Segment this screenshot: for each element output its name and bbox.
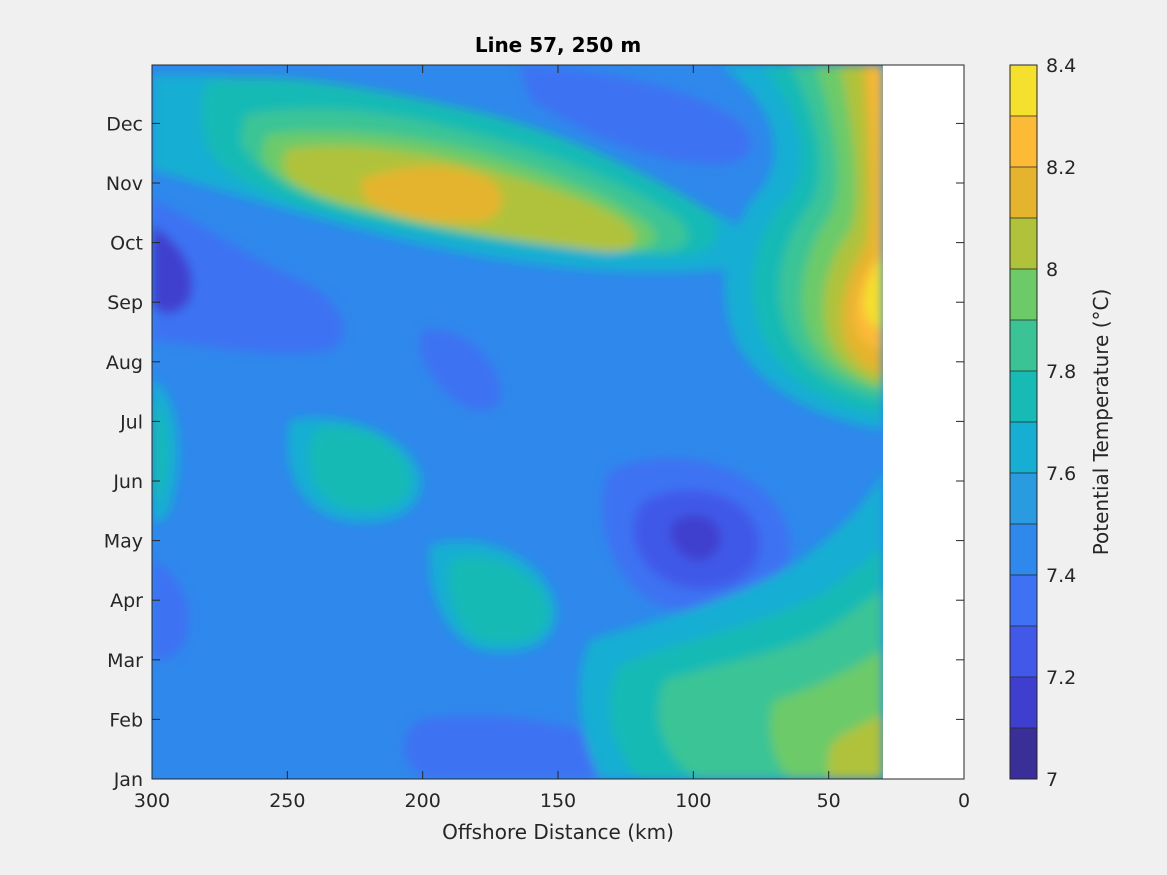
x-axis: 300 250 200 150 100 50 0 [134, 65, 970, 812]
contour-band [827, 715, 883, 779]
x-tick-label: 300 [134, 790, 170, 812]
contour-band [419, 329, 501, 411]
colorbar-tick-label: 8 [1046, 259, 1058, 281]
colorbar-segment [1010, 371, 1037, 423]
contour-band [863, 255, 883, 330]
y-tick-label: Nov [106, 173, 143, 195]
chart-title: Line 57, 250 m [475, 33, 641, 57]
contour-band [670, 514, 721, 561]
contour-band [360, 166, 503, 223]
colorbar-tick-label: 7.4 [1046, 565, 1076, 587]
x-tick-label: 100 [675, 790, 711, 812]
contour-band [152, 200, 344, 354]
colorbar: 7 7.2 7.4 7.6 7.8 8 8.2 8.4 [1009, 55, 1076, 791]
x-tick-label: 200 [405, 790, 441, 812]
y-tick-label: Feb [109, 709, 143, 731]
contour-band [309, 427, 411, 511]
colorbar-segment [1010, 116, 1037, 168]
colorbar-frame [1009, 64, 1038, 780]
colorbar-tick-label: 7.2 [1046, 667, 1076, 689]
y-tick-label: May [104, 531, 143, 553]
colorbar-tick-label: 8.2 [1046, 157, 1076, 179]
x-axis-label: Offshore Distance (km) [442, 820, 674, 844]
colorbar-segment [1010, 677, 1037, 729]
colorbar-tick-label: 7 [1046, 769, 1058, 791]
colorbar-segment [1010, 728, 1037, 780]
colorbar-segment [1010, 575, 1037, 627]
colorbar-segment [1010, 65, 1037, 117]
contour-fill [152, 65, 883, 779]
x-tick-label: 150 [540, 790, 576, 812]
y-tick-label: Oct [110, 233, 143, 255]
contour-band [448, 556, 550, 644]
x-tick-label: 250 [269, 790, 305, 812]
colorbar-segment [1010, 626, 1037, 678]
y-tick-label: Jul [119, 411, 143, 433]
y-tick-label: Mar [107, 650, 143, 672]
colorbar-segment [1010, 473, 1037, 525]
y-tick-label: Apr [110, 590, 143, 612]
colorbar-segment [1010, 422, 1037, 474]
colorbar-tick-label: 8.4 [1046, 55, 1076, 77]
y-tick-label: Sep [107, 292, 143, 314]
y-tick-label: Jan [113, 769, 143, 791]
contour-band [152, 225, 193, 314]
colorbar-segment [1010, 269, 1037, 321]
colorbar-tick-label: 7.8 [1046, 361, 1076, 383]
y-tick-label: Dec [106, 113, 143, 135]
colorbar-segment [1010, 218, 1037, 270]
y-tick-label: Aug [106, 352, 143, 374]
colorbar-tick-label: 7.6 [1046, 463, 1076, 485]
colorbar-segment [1010, 524, 1037, 576]
x-tick-label: 50 [817, 790, 841, 812]
colorbar-label: Potential Temperature (°C) [1089, 289, 1113, 556]
contour-band [152, 560, 190, 660]
y-axis: Jan Feb Mar Apr May Jun Jul Aug Sep Oct Nov Dec [104, 113, 964, 791]
contour-band [520, 65, 752, 165]
colorbar-segment [1010, 167, 1037, 219]
contour-band [152, 400, 167, 502]
y-tick-label: Jun [112, 471, 143, 493]
x-tick-label: 0 [958, 790, 970, 812]
colorbar-segment [1010, 320, 1037, 372]
